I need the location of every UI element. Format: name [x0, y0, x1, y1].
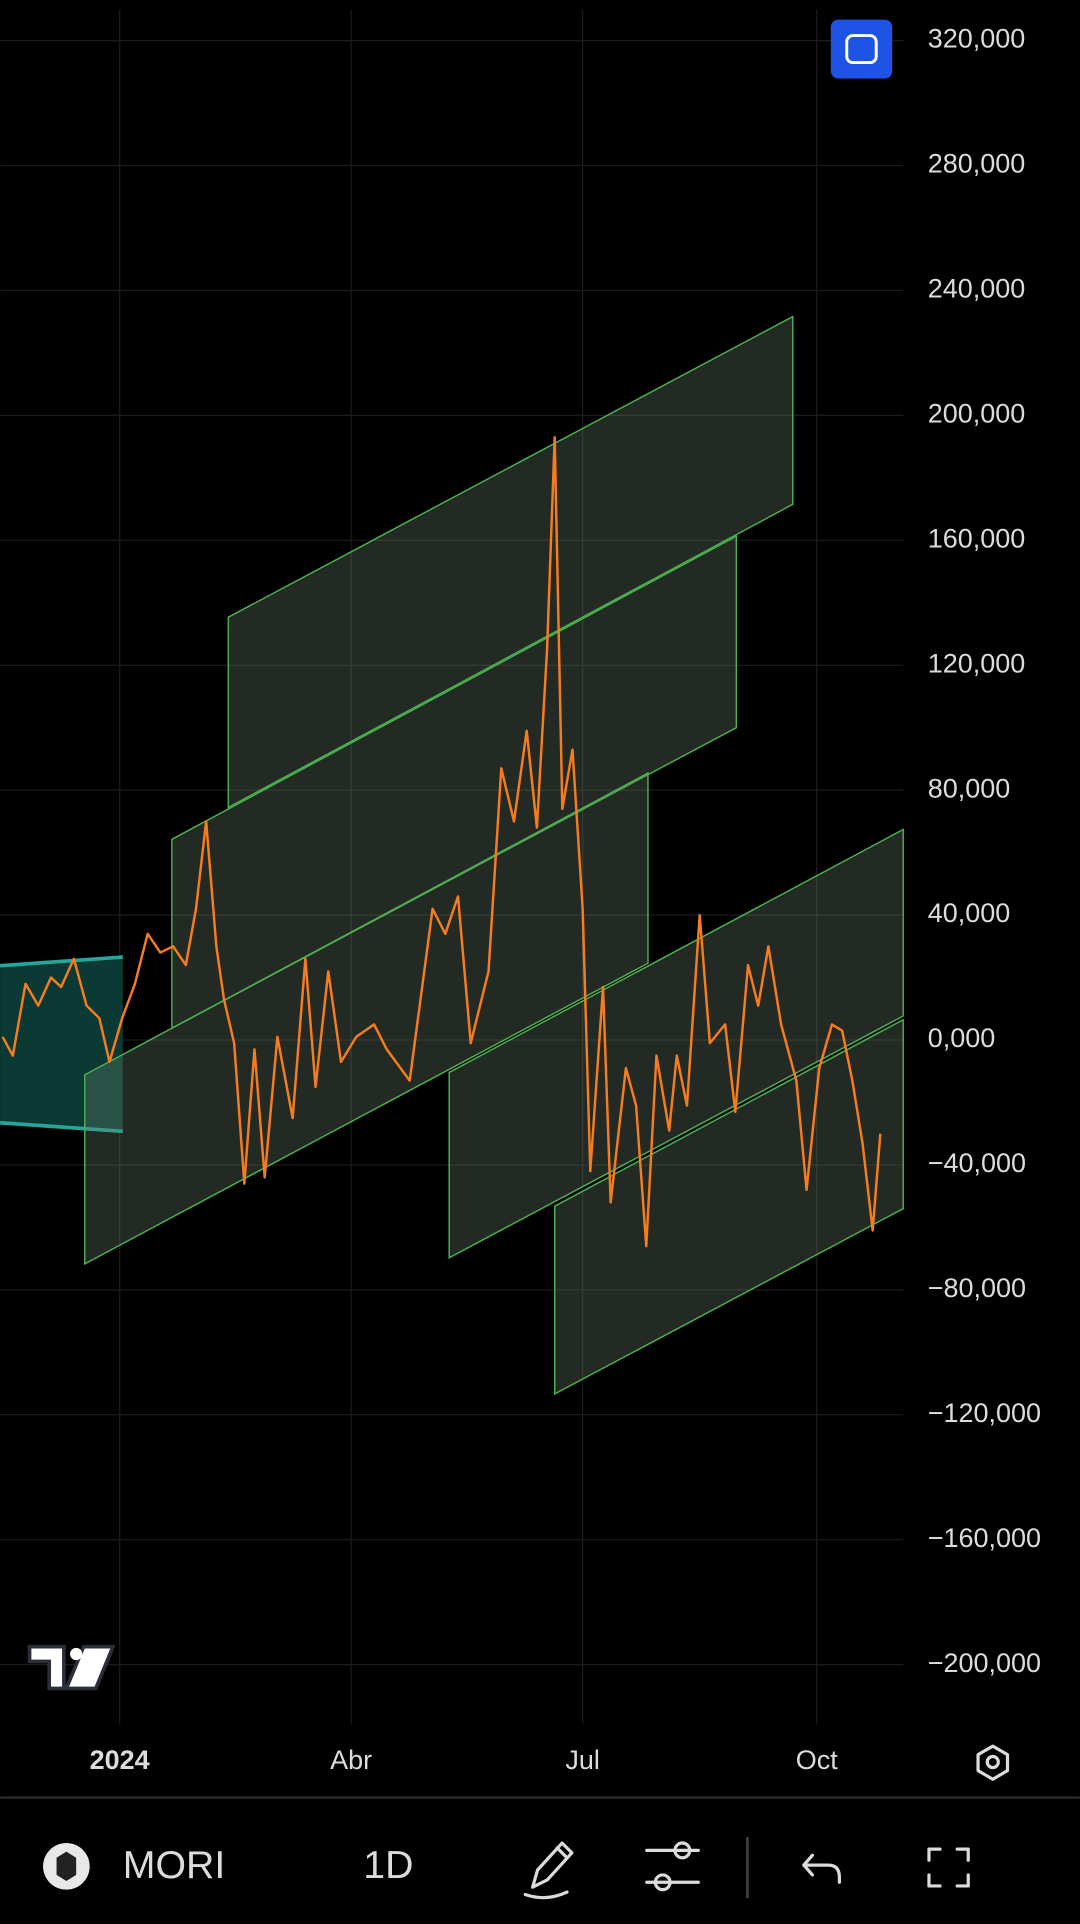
- y-tick-label: 280,000: [928, 149, 1026, 179]
- axes: 320,000 280,000 240,000 200,000 160,000 120,0…: [90, 24, 1041, 1775]
- y-tick-label: −200,000: [928, 1648, 1041, 1678]
- fullscreen-button[interactable]: [927, 1847, 970, 1888]
- logo-dot: [70, 1647, 83, 1661]
- plot: [1, 436, 882, 1248]
- price-line: [1, 436, 882, 1248]
- x-tick-label: 2024: [90, 1745, 150, 1775]
- y-tick-label: −80,000: [928, 1273, 1026, 1303]
- y-tick-label: 240,000: [928, 274, 1026, 304]
- y-tick-label: 200,000: [928, 399, 1026, 429]
- x-tick-label: Abr: [330, 1745, 372, 1775]
- y-tick-label: 120,000: [928, 648, 1026, 678]
- undo-button[interactable]: [802, 1853, 841, 1884]
- tradingview-logo: [27, 1644, 116, 1691]
- y-tick-label: 320,000: [928, 24, 1026, 54]
- x-tick-label: Jul: [565, 1745, 600, 1775]
- y-tick-label: −120,000: [928, 1398, 1041, 1428]
- drawings: [0, 315, 904, 1396]
- y-tick-label: 40,000: [928, 898, 1011, 928]
- x-tick-label: Oct: [796, 1745, 838, 1775]
- y-tick-label: −160,000: [928, 1523, 1041, 1553]
- y-tick-label: 80,000: [928, 773, 1011, 803]
- symbol-icon-glyph: [56, 1851, 77, 1882]
- settings-button[interactable]: [976, 1744, 1010, 1781]
- screenshot-button[interactable]: [830, 19, 893, 79]
- parallel-channel: [553, 1018, 904, 1396]
- parallel-channel: [227, 315, 794, 809]
- teal-channel-top: [0, 955, 123, 968]
- y-tick-label: 160,000: [928, 523, 1026, 553]
- y-tick-label: −40,000: [928, 1148, 1026, 1178]
- symbol-name[interactable]: MORI: [123, 1843, 225, 1887]
- slider-knob: [673, 1841, 692, 1860]
- y-tick-label: 0,000: [928, 1023, 996, 1053]
- slider-knob: [653, 1873, 672, 1892]
- screenshot-icon: [845, 34, 878, 65]
- logo-mark: [27, 1644, 116, 1691]
- parallel-channel: [84, 771, 649, 1266]
- parallel-channel: [448, 828, 904, 1259]
- settings-icon: [985, 1754, 1000, 1770]
- interval[interactable]: 1D: [363, 1843, 413, 1887]
- teal-channel: [0, 957, 123, 1132]
- bottom-toolbar: MORI 1D: [43, 1836, 970, 1900]
- teal-channel-bottom: [0, 1120, 123, 1134]
- draw-tool-button[interactable]: [523, 1841, 574, 1900]
